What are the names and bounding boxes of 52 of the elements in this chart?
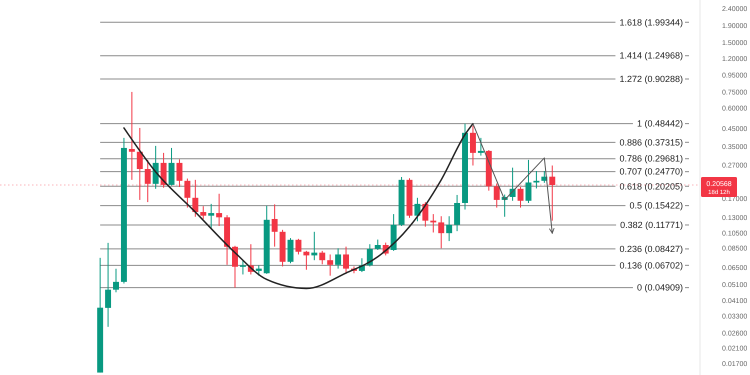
ref-line-label: 0.707 (0.24770)	[619, 166, 683, 177]
candlestick	[335, 248, 342, 270]
candlestick	[327, 254, 334, 276]
candlestick	[303, 250, 310, 270]
candlestick	[430, 214, 436, 233]
ref-line-label: 0.382 (0.11771)	[620, 220, 683, 230]
ref-line-label: 1.272 (0.90288)	[619, 74, 683, 84]
candlestick	[105, 242, 112, 328]
ref-line-label: 1.414 (1.24968)	[619, 50, 683, 61]
candlestick	[136, 127, 143, 200]
candlestick	[184, 178, 190, 208]
candlestick	[272, 204, 278, 248]
ref-line-label: 1 (0.48442)	[636, 118, 683, 129]
candlestick	[288, 238, 294, 264]
candlestick	[113, 268, 119, 293]
candlestick	[216, 193, 222, 227]
candlestick	[192, 179, 198, 218]
candlestick	[152, 145, 159, 190]
candlestick	[518, 186, 524, 208]
ref-line-label: 0.5 (0.15422)	[629, 200, 683, 211]
ref-line-label: 0.136 (0.06702)	[619, 260, 683, 270]
ref-line-label: 0.886 (0.37315)	[619, 137, 683, 148]
ref-line-label: 0.236 (0.08427)	[619, 244, 683, 254]
candlestick	[446, 216, 452, 242]
candlestick	[295, 238, 302, 255]
candlestick	[144, 159, 151, 203]
candlestick	[454, 194, 460, 232]
candlestick	[311, 231, 318, 261]
line-series	[123, 122, 474, 290]
candlestick	[319, 250, 326, 265]
ref-line-label: 0.618 (0.20205)	[619, 181, 683, 192]
candlestick	[128, 91, 135, 180]
candlestick	[343, 246, 350, 274]
candlestick	[168, 147, 175, 186]
candlestick	[240, 260, 246, 275]
ref-line-label: 0.786 (0.29681)	[619, 154, 683, 164]
ref-line-label: 0 (0.04909)	[636, 282, 683, 293]
candlestick	[525, 159, 532, 204]
candlestick	[232, 245, 238, 288]
candlestick	[470, 125, 476, 166]
candlestick	[494, 183, 500, 208]
candlestick	[414, 197, 420, 222]
candlestick	[176, 158, 182, 188]
candlestick	[549, 164, 556, 222]
candlestick	[208, 203, 214, 228]
candlestick	[366, 244, 373, 267]
candlestick	[438, 216, 444, 249]
candlestick	[160, 152, 167, 188]
candlestick	[478, 137, 484, 156]
candlestick	[374, 239, 381, 251]
candlestick	[533, 170, 540, 189]
ref-line-label: 1.618 (1.99344)	[619, 17, 683, 28]
